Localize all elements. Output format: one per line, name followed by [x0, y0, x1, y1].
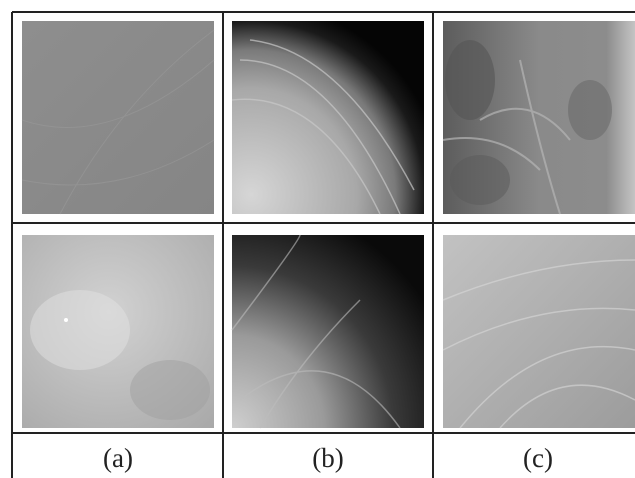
caption-label: (c)	[523, 443, 553, 473]
patch-c1	[443, 21, 635, 214]
patch-b2	[232, 235, 424, 428]
figure: (a) (b) (c)	[0, 0, 635, 478]
caption-label: (a)	[103, 443, 133, 473]
patch-c2	[443, 235, 635, 428]
patch-b1	[232, 21, 424, 214]
page: {"labels": ["(a)", "(b)", "(c)"]}	[0, 0, 635, 478]
patch-a2	[22, 235, 214, 428]
caption-label: (b)	[312, 443, 343, 473]
patch-a1	[22, 21, 214, 214]
